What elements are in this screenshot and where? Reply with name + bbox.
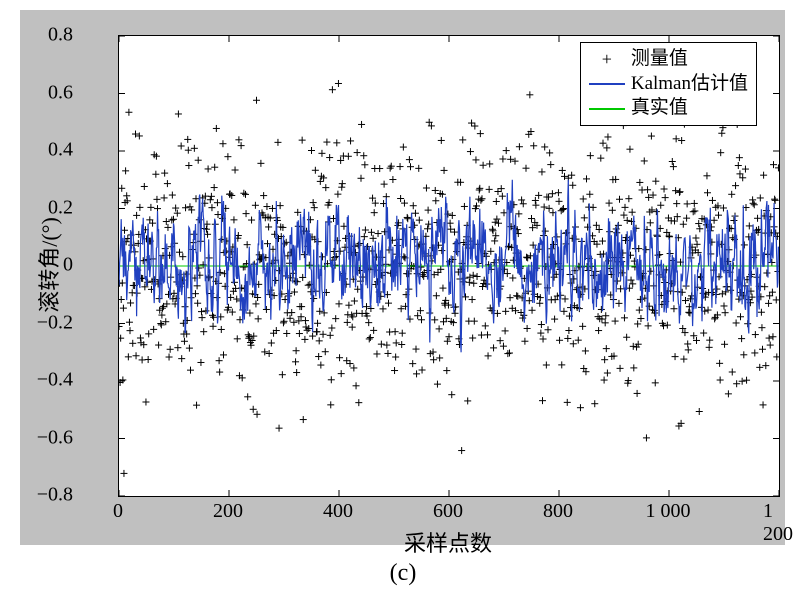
x-axis-label: 采样点数 — [404, 526, 492, 558]
x-tick: 400 — [323, 500, 353, 523]
legend-item-kalman: Kalman估计值 — [589, 72, 748, 97]
y-tick: −0.8 — [37, 484, 73, 507]
y-tick: 0.6 — [48, 81, 73, 104]
legend-label: 测量值 — [631, 47, 688, 72]
y-tick: 0.2 — [48, 196, 73, 219]
caption-label: (c) — [390, 560, 417, 587]
x-tick: 0 — [113, 500, 123, 523]
y-tick: −0.6 — [37, 426, 73, 449]
plus-icon: + — [589, 50, 625, 68]
chart-frame: 滚转角/(°) 采样点数 −0.8−0.6−0.4−0.200.20.40.60… — [20, 10, 785, 545]
x-tick: 800 — [543, 500, 573, 523]
y-tick: 0.8 — [48, 24, 73, 47]
plot-area: + 测量值 Kalman估计值 真实值 — [118, 35, 780, 497]
line-swatch-icon — [589, 108, 625, 110]
chart-container: 滚转角/(°) 采样点数 −0.8 −0.6 −0.4 −0.2 0 0.2 0.4 0.6 0… — [0, 0, 807, 600]
y-tick: −0.4 — [37, 369, 73, 392]
legend-box: + 测量值 Kalman估计值 真实值 — [580, 42, 757, 126]
legend-item-true: 真实值 — [589, 96, 748, 121]
line-swatch-icon — [589, 83, 625, 85]
y-tick: 0 — [63, 254, 73, 277]
y-axis-label: 滚转角/(°) — [32, 217, 64, 313]
x-tick: 600 — [433, 500, 463, 523]
y-tick: −0.2 — [37, 311, 73, 334]
x-tick: 1 200 — [763, 500, 793, 546]
x-tick: 200 — [213, 500, 243, 523]
legend-label: Kalman估计值 — [631, 72, 748, 97]
legend-label: 真实值 — [631, 96, 688, 121]
y-tick: 0.4 — [48, 139, 73, 162]
x-tick: 1 000 — [646, 500, 691, 523]
legend-item-measured: + 测量值 — [589, 47, 748, 72]
